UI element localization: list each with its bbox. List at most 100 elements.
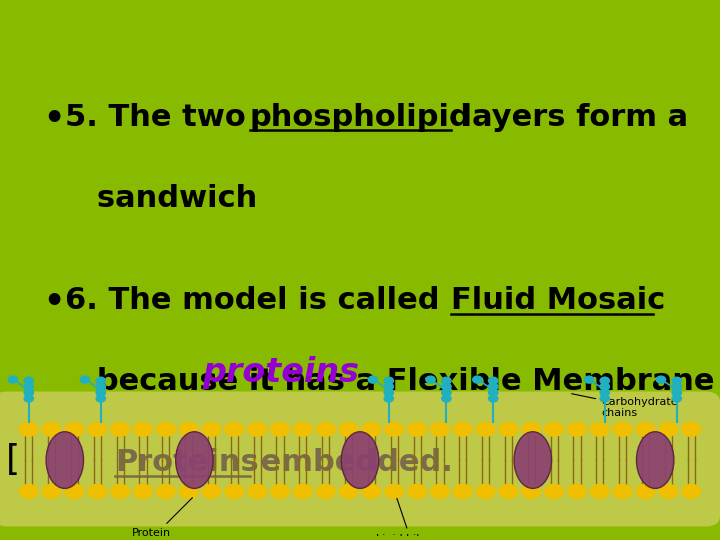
Bar [0, 536, 720, 540]
Circle shape [96, 389, 105, 396]
Circle shape [408, 422, 426, 436]
Circle shape [225, 422, 244, 436]
Circle shape [384, 377, 394, 384]
Circle shape [9, 376, 17, 383]
Circle shape [339, 422, 358, 436]
Circle shape [426, 376, 436, 383]
Circle shape [613, 484, 632, 498]
Circle shape [476, 484, 495, 498]
Circle shape [225, 484, 244, 498]
Circle shape [636, 422, 655, 436]
Circle shape [672, 395, 681, 402]
Circle shape [202, 422, 221, 436]
FancyBboxPatch shape [0, 392, 720, 526]
Circle shape [96, 383, 105, 390]
Circle shape [522, 422, 541, 436]
Circle shape [499, 422, 518, 436]
Circle shape [19, 484, 38, 498]
Circle shape [271, 422, 289, 436]
Circle shape [42, 484, 61, 498]
Circle shape [134, 422, 153, 436]
Circle shape [339, 484, 358, 498]
Circle shape [590, 484, 609, 498]
Text: layers form a: layers form a [451, 103, 688, 132]
Circle shape [567, 422, 586, 436]
Ellipse shape [341, 432, 379, 488]
Circle shape [384, 395, 394, 402]
Text: proteins: proteins [202, 356, 359, 389]
Circle shape [499, 484, 518, 498]
Text: sandwich: sandwich [65, 184, 257, 213]
Ellipse shape [176, 432, 213, 488]
Circle shape [522, 484, 541, 498]
Circle shape [442, 395, 451, 402]
Circle shape [431, 484, 449, 498]
Circle shape [442, 389, 451, 396]
Text: Carbohydrate
chains: Carbohydrate chains [572, 394, 678, 418]
Text: Proteins: Proteins [115, 448, 259, 477]
Circle shape [369, 376, 378, 383]
Circle shape [682, 484, 701, 498]
Circle shape [384, 389, 394, 396]
Circle shape [442, 377, 451, 384]
Circle shape [316, 484, 335, 498]
Circle shape [271, 484, 289, 498]
Circle shape [454, 422, 472, 436]
Circle shape [362, 422, 381, 436]
Circle shape [672, 377, 681, 384]
Text: Protein
channel: Protein channel [129, 498, 192, 540]
Circle shape [316, 422, 335, 436]
Circle shape [134, 484, 153, 498]
Circle shape [384, 383, 394, 390]
Circle shape [202, 484, 221, 498]
Text: embedded.: embedded. [250, 448, 453, 477]
Circle shape [385, 484, 404, 498]
Circle shape [19, 422, 38, 436]
Text: 6. The model is called: 6. The model is called [65, 286, 450, 315]
Circle shape [672, 389, 681, 396]
Circle shape [672, 383, 681, 390]
Ellipse shape [46, 432, 84, 488]
Circle shape [442, 383, 451, 390]
Circle shape [488, 395, 498, 402]
Text: Lipid bilayer: Lipid bilayer [377, 498, 444, 540]
Text: 5. The two: 5. The two [65, 103, 256, 132]
Text: •: • [43, 103, 65, 136]
Circle shape [657, 376, 665, 383]
Circle shape [24, 395, 34, 402]
Circle shape [613, 422, 632, 436]
Circle shape [24, 389, 34, 396]
Circle shape [659, 422, 678, 436]
Circle shape [545, 422, 564, 436]
Circle shape [65, 484, 84, 498]
Circle shape [362, 484, 381, 498]
Circle shape [88, 484, 107, 498]
Circle shape [24, 377, 34, 384]
Circle shape [111, 484, 130, 498]
Circle shape [156, 422, 175, 436]
Circle shape [111, 422, 130, 436]
Text: Fluid Mosaic: Fluid Mosaic [451, 286, 665, 315]
Circle shape [24, 383, 34, 390]
Circle shape [294, 484, 312, 498]
Circle shape [600, 383, 609, 390]
Circle shape [248, 484, 266, 498]
Circle shape [600, 377, 609, 384]
Circle shape [248, 422, 266, 436]
Circle shape [636, 484, 655, 498]
Circle shape [488, 389, 498, 396]
Text: •: • [43, 286, 65, 320]
Circle shape [96, 377, 105, 384]
Circle shape [567, 484, 586, 498]
Circle shape [42, 422, 61, 436]
Circle shape [682, 422, 701, 436]
Circle shape [600, 389, 609, 396]
Circle shape [294, 422, 312, 436]
Circle shape [473, 376, 482, 383]
Circle shape [179, 484, 198, 498]
Text: [: [ [6, 443, 20, 477]
Circle shape [385, 422, 404, 436]
Circle shape [156, 484, 175, 498]
Ellipse shape [514, 432, 552, 488]
Circle shape [96, 395, 105, 402]
